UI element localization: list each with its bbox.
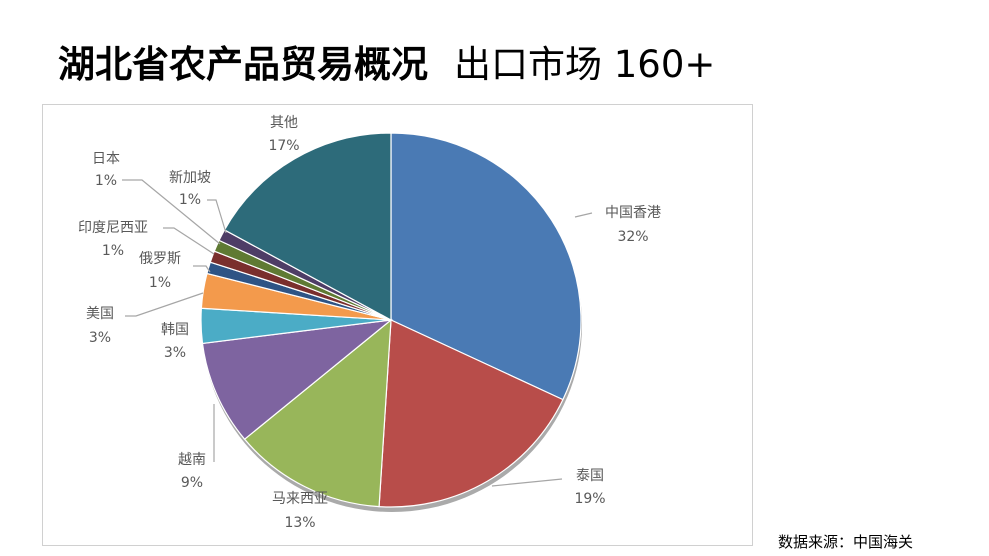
label-name-thailand: 泰国	[576, 468, 604, 484]
label-name-japan: 日本	[92, 151, 120, 167]
label-value-japan: 1%	[95, 173, 117, 189]
label-value-usa: 3%	[89, 330, 111, 346]
pie-slice-2	[378, 319, 564, 508]
leader-line-usa	[125, 292, 204, 317]
label-name-singapore: 新加坡	[169, 170, 211, 186]
label-name-vietnam: 越南	[178, 452, 206, 468]
label-value-indonesia: 1%	[102, 243, 124, 259]
label-value-singapore: 1%	[179, 192, 201, 208]
pie-slice-1	[390, 132, 582, 401]
leader-line-russia	[193, 265, 211, 273]
leader-line-thailand	[491, 478, 563, 487]
leader-line-hongkong	[574, 212, 593, 218]
leader-lines	[122, 179, 593, 487]
label-value-vietnam: 9%	[181, 475, 203, 491]
label-name-indonesia: 印度尼西亚	[78, 220, 148, 236]
label-value-other: 17%	[268, 138, 299, 154]
pie-slice-11	[223, 132, 392, 322]
label-value-hongkong: 32%	[617, 229, 648, 245]
label-value-thailand: 19%	[574, 491, 605, 507]
chart-frame	[42, 104, 753, 546]
title-sub: 出口市场 160+	[454, 43, 716, 86]
data-labels: 中国香港 32% 泰国 19% 马来西亚 13% 越南 9% 韩国 3% 美国 …	[78, 115, 661, 531]
label-name-malaysia: 马来西亚	[272, 491, 328, 507]
pie-slice-4	[201, 319, 393, 441]
label-name-usa: 美国	[86, 306, 114, 322]
label-value-korea: 3%	[164, 345, 186, 361]
label-name-russia: 俄罗斯	[139, 251, 181, 267]
pie-slices	[200, 132, 582, 512]
leader-line-singapore	[207, 199, 227, 234]
title-main: 湖北省农产品贸易概况	[58, 43, 428, 86]
data-source: 数据来源：中国海关	[778, 533, 914, 551]
label-name-hongkong: 中国香港	[605, 205, 661, 221]
page-title: 湖北省农产品贸易概况 出口市场 160+	[58, 34, 715, 88]
leader-line-indonesia	[163, 227, 215, 255]
label-value-russia: 1%	[149, 275, 171, 291]
pie-slice-3	[243, 318, 392, 508]
label-value-malaysia: 13%	[284, 515, 315, 531]
leader-line-japan	[122, 179, 221, 245]
label-name-korea: 韩国	[161, 322, 189, 338]
label-name-other: 其他	[270, 115, 298, 131]
